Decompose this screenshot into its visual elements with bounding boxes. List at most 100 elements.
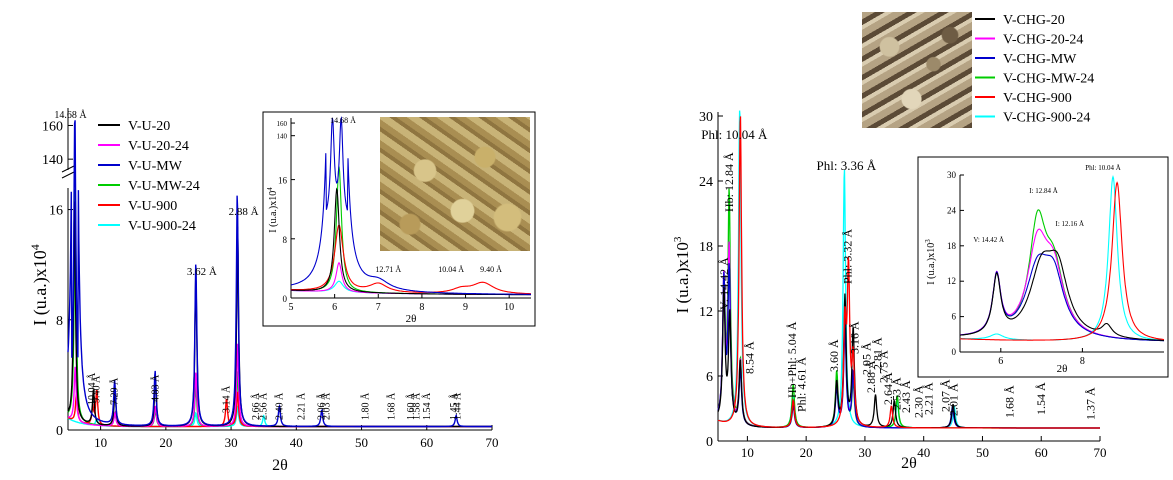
left-x-tick-label: 20 — [159, 435, 172, 450]
right-inset-y-label-text: I (u.a.)x10 — [926, 243, 937, 285]
right-x-tick-label: 10 — [741, 445, 754, 460]
left-legend-item: V-U-900-24 — [128, 219, 196, 234]
right-x-tick-label: 20 — [800, 445, 813, 460]
right-peak-label: Hb+Phl: 5.04 Å — [785, 321, 799, 398]
left-peak-label: 14.68 Å — [54, 109, 87, 121]
right-x-tick-label: 70 — [1094, 445, 1107, 460]
left-inset-x-tick-label: 8 — [419, 302, 424, 313]
right-peak-label: Phl: 10.04 Å — [701, 127, 768, 142]
left-peak-label: 1.58 Å — [410, 392, 422, 420]
right-peak-label: 3.60 Å — [827, 339, 841, 372]
left-peak-label: 4.83 Å — [149, 374, 161, 402]
left-inset-x-tick-label: 5 — [289, 302, 294, 313]
right-peak-label: 2.81 Å — [871, 337, 885, 370]
right-inset-series-V-CHG-20 — [960, 249, 1165, 341]
right-peak-label: 8.54 Å — [742, 341, 756, 374]
right-peak-label: 2.01 Å — [947, 383, 961, 416]
right-inset-y-label-sup: 3 — [924, 239, 932, 243]
right-peak-label: Phl: 3.36 Å — [817, 158, 877, 173]
right-y-tick-label: 6 — [706, 370, 713, 385]
right-x-tick-label: 30 — [858, 445, 871, 460]
right-peak-label: 2.75 Å — [877, 350, 891, 383]
left-inset-y-label-sup: 4 — [266, 187, 274, 191]
right-x-tick-label: 40 — [917, 445, 930, 460]
left-inset-y-tick-label: 140 — [277, 133, 288, 141]
left-peak-label: 2.40 Å — [273, 392, 285, 420]
left-peak-label: 1.54 Å — [421, 392, 433, 420]
left-inset-peak-label: 12.71 Å — [375, 265, 401, 274]
left-peak-label: 1.44 Å — [451, 392, 463, 420]
left-axis-break — [61, 165, 75, 179]
right-y-axis-label-sup: 3 — [672, 236, 684, 242]
left-peak-label: 2.66 Å — [250, 392, 262, 420]
left-legend-item: V-U-900 — [128, 199, 177, 214]
right-peak-label: 2.07 Å — [938, 379, 952, 412]
left-peak-label: 2.03 Å — [320, 392, 332, 420]
right-peak-label: 2.53 Å — [890, 377, 904, 410]
left-series-line-V-U-MW — [67, 120, 492, 428]
left-inset-peak-label: 10.04 Å — [438, 265, 464, 274]
right-inset-photo — [862, 12, 972, 128]
left-peak-label: 2.56 Å — [258, 392, 270, 420]
left-legend-item: V-U-20-24 — [128, 139, 189, 154]
left-y-tick-label: 160 — [42, 119, 63, 134]
left-peak-label: 2.06 Å — [316, 392, 328, 420]
left-legend-item: V-U-20 — [128, 119, 170, 134]
right-peak-label: 2.64 Å — [881, 372, 895, 405]
left-inset-series-V-U-MW — [290, 116, 531, 295]
left-inset-x-tick-label: 7 — [376, 302, 381, 313]
left-x-tick-label: 70 — [486, 435, 499, 450]
right-legend-item: V-CHG-20-24 — [1003, 33, 1083, 48]
right-inset-peak-label: I: 12.16 Å — [1056, 220, 1085, 228]
right-y-axis-label: I (u.a.)x103 — [672, 236, 692, 313]
right-inset-series-V-CHG-900 — [960, 181, 1164, 341]
right-peak-label: V: 14.42 Å — [717, 257, 731, 310]
right-y-tick-label: 24 — [699, 175, 713, 190]
right-inset-x-tick-label: 6 — [998, 356, 1003, 367]
left-peak-label: 1.80 Å — [360, 392, 372, 420]
right-legend-item: V-CHG-20 — [1003, 13, 1065, 28]
left-peak-label: 10.04 Å — [86, 372, 98, 405]
left-inset-x-tick-label: 9 — [463, 302, 468, 313]
left-inset-y-tick-label: 160 — [277, 120, 288, 128]
left-peak-label: 2.88 Å — [229, 206, 259, 218]
right-y-tick-label: 18 — [699, 240, 713, 255]
right-y-tick-label: 12 — [699, 305, 713, 320]
left-x-tick-label: 30 — [225, 435, 238, 450]
left-peak-label: 1.68 Å — [386, 392, 398, 420]
left-x-tick-label: 40 — [290, 435, 303, 450]
right-peak-label: 1.54 Å — [1034, 382, 1048, 415]
left-inset-peak-label: 14.68 Å — [330, 116, 356, 125]
right-inset-peak-label: Phl: 10.04 Å — [1085, 164, 1121, 172]
left-y-axis-label-text: I (u.a.)x10 — [30, 250, 51, 325]
right-inset-y-tick-label: 30 — [947, 170, 957, 180]
right-inset-x-tick-label: 8 — [1080, 356, 1085, 367]
right-inset-y-axis-label: I (u.a.)x103 — [924, 239, 937, 285]
right-peak-label: 2.30 Å — [911, 385, 925, 418]
right-inset-peak-label: V: 14.42 Å — [973, 236, 1004, 244]
left-peak-label: 1.60 Å — [405, 392, 417, 420]
right-peak-label: 2.88 Å — [864, 360, 878, 393]
right-peak-label: 3.16 Å — [847, 321, 861, 354]
left-inset-y-tick-label: 16 — [278, 176, 288, 186]
right-peak-label: 1.37 Å — [1084, 387, 1098, 420]
left-y-axis-label: I (u.a.)x104 — [28, 244, 51, 325]
left-peak-label: 1.45 Å — [448, 392, 460, 420]
left-x-tick-label: 60 — [420, 435, 433, 450]
right-peak-label: 2.21 Å — [921, 382, 935, 415]
right-x-tick-label: 50 — [976, 445, 989, 460]
right-peak-label: Phl: 4.61 Å — [795, 357, 809, 412]
left-y-tick-label: 16 — [49, 204, 63, 219]
left-y-axis-label-sup: 4 — [28, 244, 42, 250]
right-x-tick-label: 60 — [1035, 445, 1048, 460]
left-x-tick-label: 50 — [355, 435, 368, 450]
left-inset-y-tick-label: 8 — [283, 235, 288, 245]
right-inset-y-tick-label: 6 — [952, 312, 957, 322]
right-inset-x-axis-label: 2θ — [1057, 363, 1068, 375]
right-y-tick-label: 0 — [706, 435, 713, 450]
right-legend-item: V-CHG-MW — [1003, 52, 1077, 67]
left-inset-x-tick-label: 6 — [332, 302, 337, 313]
right-x-axis-label: 2θ — [901, 455, 917, 472]
